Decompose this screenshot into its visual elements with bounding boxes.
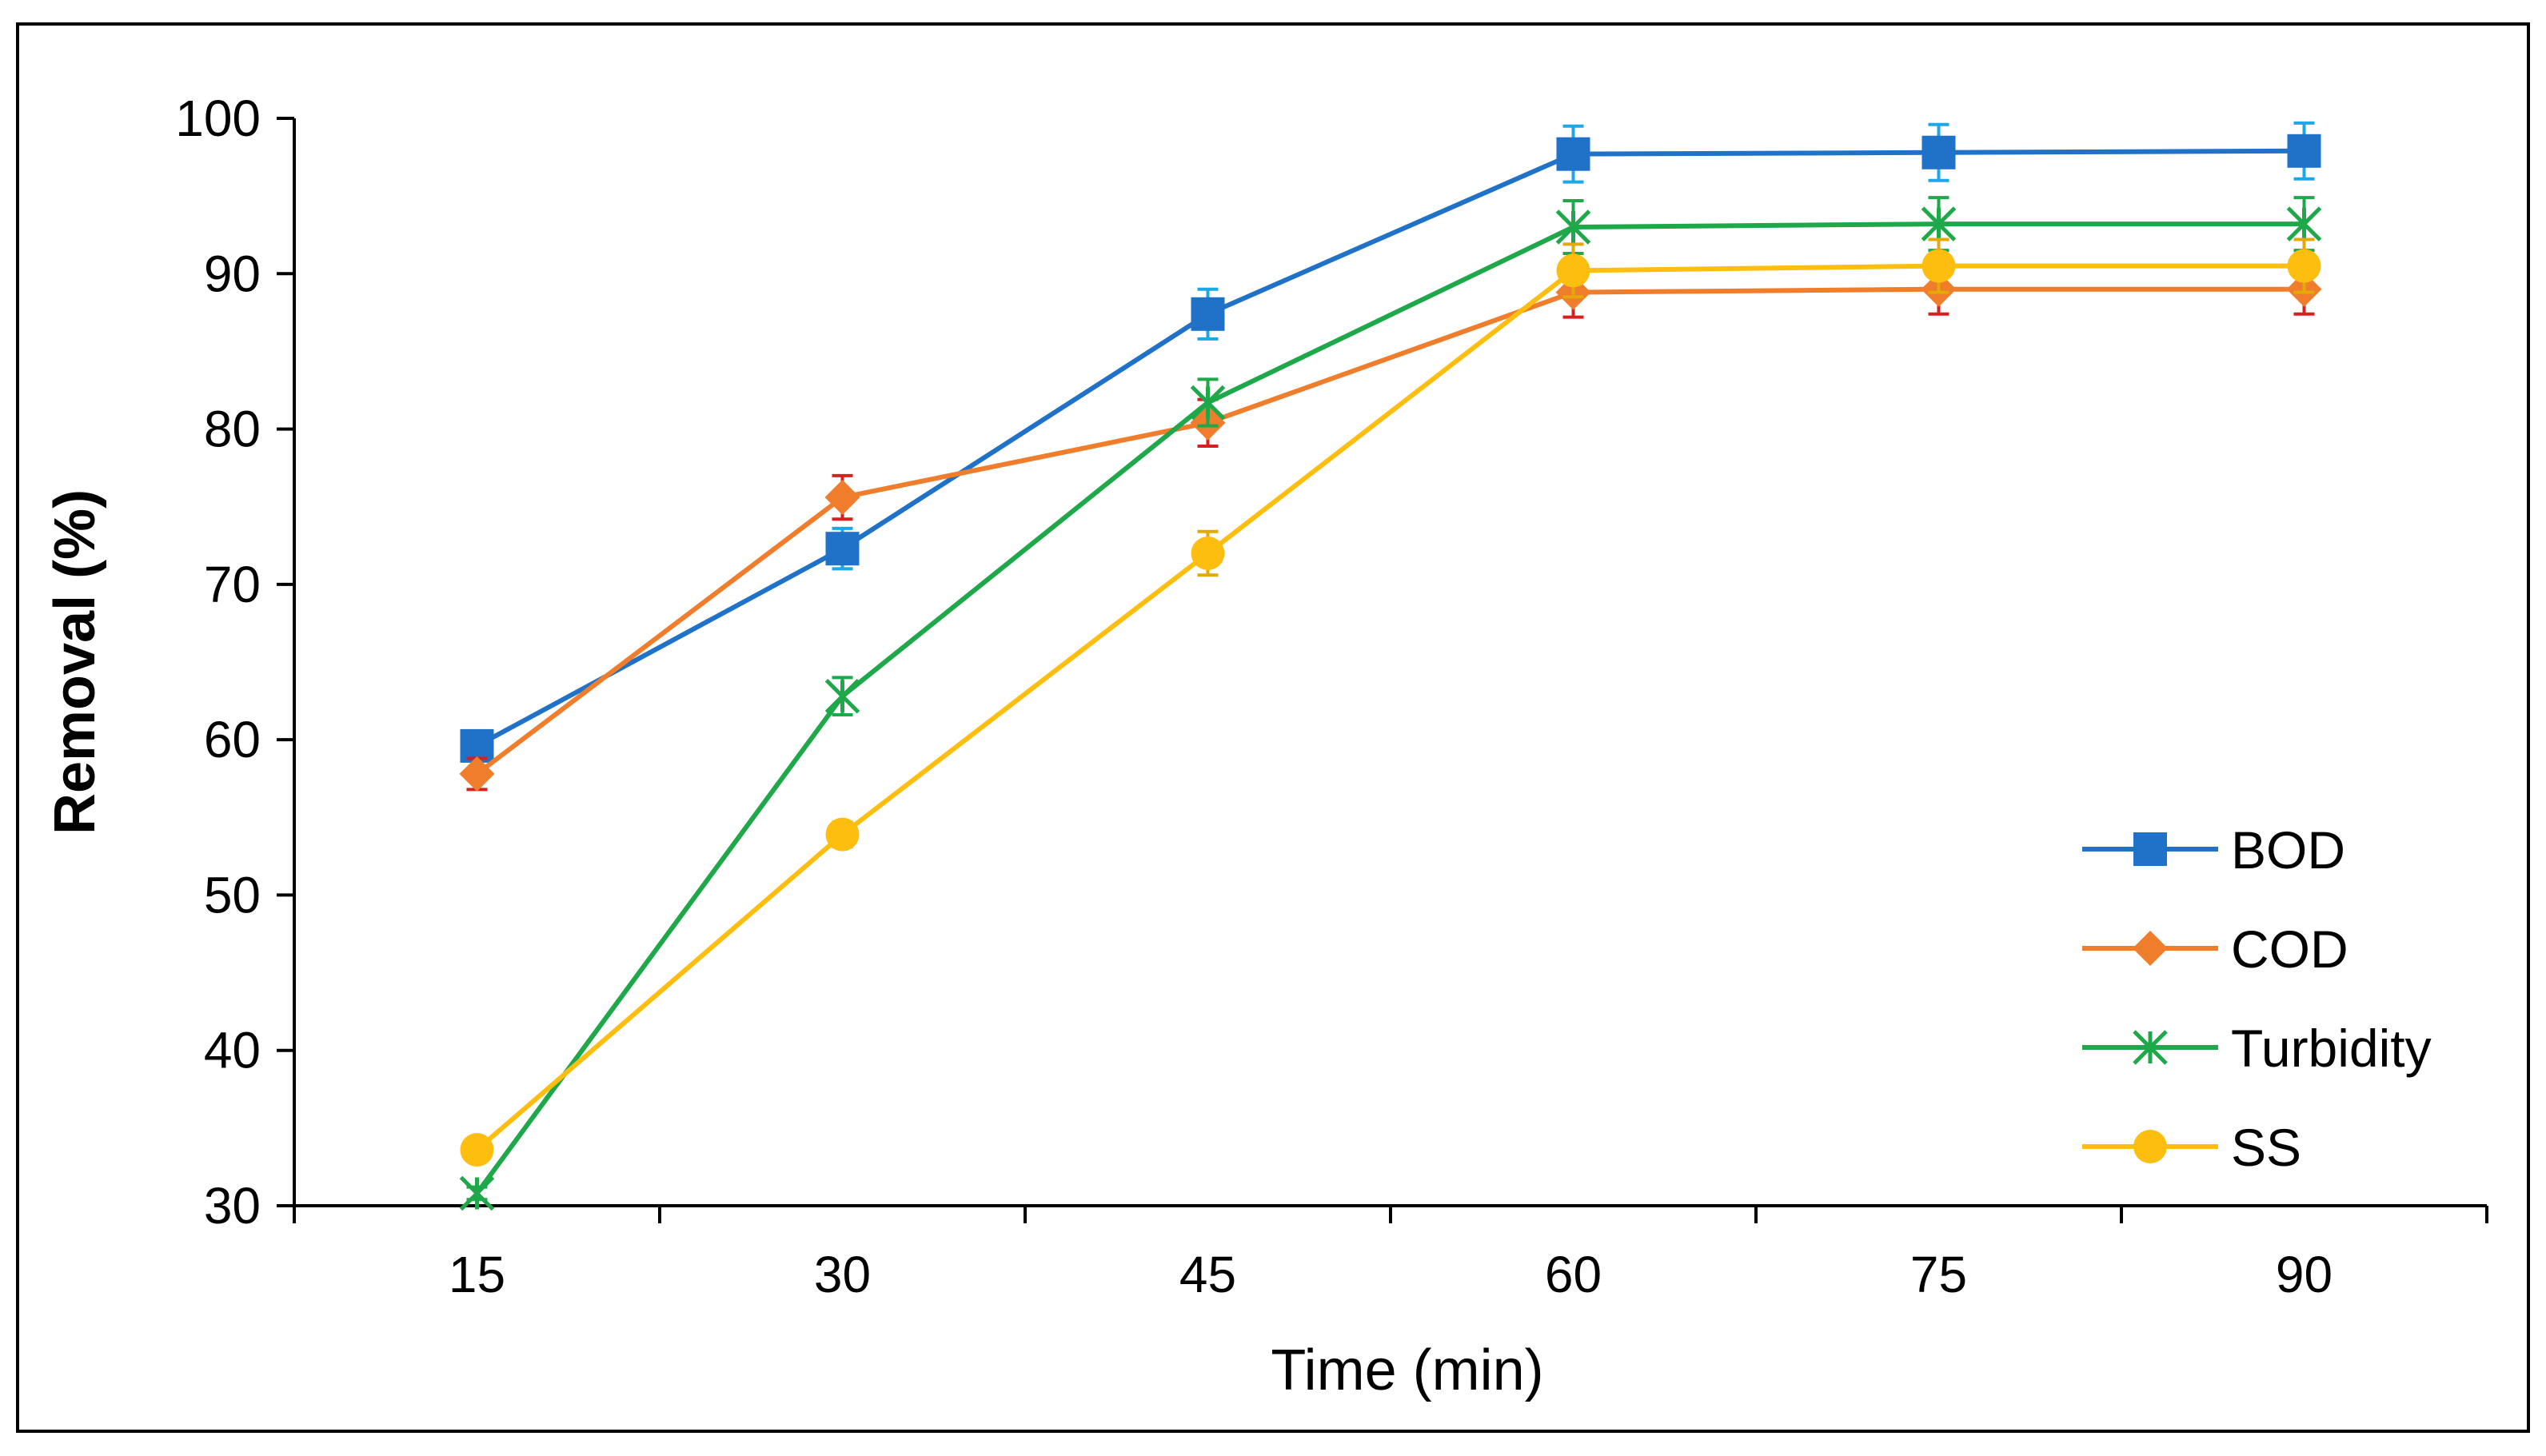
bod-point xyxy=(2287,134,2321,168)
y-tick-label: 30 xyxy=(204,1177,261,1235)
legend-item-cod: COD xyxy=(2082,919,2348,979)
y-axis-title: Removal (%) xyxy=(43,489,107,835)
turbidity-point xyxy=(459,1175,495,1211)
turbidity-point xyxy=(1190,385,1226,421)
x-tick-label: 60 xyxy=(1545,1246,1602,1303)
bod-point xyxy=(1921,135,1956,170)
x-ticks: 15 30 45 60 75 90 xyxy=(293,1206,2488,1303)
x-tick-label: 45 xyxy=(1179,1246,1236,1303)
legend-marker-turbidity xyxy=(2133,1030,2168,1065)
y-tick-label: 70 xyxy=(204,556,261,613)
turbidity-point xyxy=(824,678,860,714)
x-axis-title: Time (min) xyxy=(1271,1338,1543,1402)
turbidity-point xyxy=(1555,209,1591,245)
legend-marker-ss xyxy=(2133,1130,2167,1163)
ss-point xyxy=(825,817,860,852)
x-tick-label: 15 xyxy=(449,1246,505,1303)
legend-item-turbidity: Turbidity xyxy=(2082,1019,2432,1078)
legend-item-bod: BOD xyxy=(2082,820,2345,880)
series-bod xyxy=(460,121,2321,763)
y-tick-label: 50 xyxy=(204,866,261,923)
ss-point xyxy=(460,1133,494,1167)
ss-line xyxy=(475,263,2305,1152)
x-tick-label: 75 xyxy=(1910,1246,1967,1303)
ss-point xyxy=(2287,249,2321,283)
y-tick-label: 80 xyxy=(204,401,261,458)
legend-label-cod: COD xyxy=(2231,919,2348,979)
chart-frame xyxy=(16,22,2530,1433)
cod-point xyxy=(459,756,495,792)
series-layer xyxy=(459,121,2322,1211)
bod-point xyxy=(825,532,860,566)
legend-marker-cod xyxy=(2133,931,2168,966)
series-ss xyxy=(460,237,2321,1167)
ss-point xyxy=(1556,253,1590,288)
y-tick-label: 60 xyxy=(204,711,261,768)
turbidity-line xyxy=(475,221,2305,1195)
legend-label-turbidity: Turbidity xyxy=(2231,1019,2432,1078)
legend-label-ss: SS xyxy=(2231,1118,2301,1177)
cod-point xyxy=(824,480,860,516)
cod-line xyxy=(475,286,2305,776)
legend-label-bod: BOD xyxy=(2231,820,2345,880)
legend: BOD COD Turbidity SS xyxy=(2082,820,2432,1177)
bod-point xyxy=(1556,137,1590,171)
ss-point xyxy=(1191,537,1225,570)
bod-point xyxy=(1191,297,1225,331)
y-ticks: 30 40 50 60 70 80 90 100 xyxy=(175,90,294,1235)
turbidity-point xyxy=(1921,206,1957,241)
turbidity-point xyxy=(2286,206,2322,241)
x-tick-label: 90 xyxy=(2276,1246,2333,1303)
bod-line xyxy=(476,148,2305,748)
y-tick-label: 40 xyxy=(204,1022,261,1079)
y-tick-label: 90 xyxy=(204,245,261,302)
legend-marker-bod xyxy=(2133,832,2167,866)
legend-item-ss: SS xyxy=(2082,1118,2301,1177)
y-tick-label: 100 xyxy=(175,90,261,147)
x-tick-label: 30 xyxy=(814,1246,871,1303)
ss-point xyxy=(1921,249,1956,283)
